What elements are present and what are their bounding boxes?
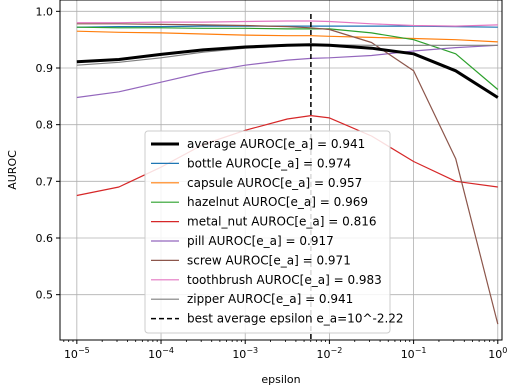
x-tick-label: 10−2 xyxy=(317,346,343,361)
series-line-6 xyxy=(76,23,499,325)
legend-label: capsule AUROC[e_a] = 0.957 xyxy=(187,176,362,190)
x-tick-label: 10−5 xyxy=(64,346,90,361)
x-tick-label: 10−4 xyxy=(148,346,174,361)
series-line-0 xyxy=(76,43,499,99)
series-line-7 xyxy=(76,20,498,27)
x-tick-base: 10 xyxy=(64,348,78,361)
legend-label: bottle AUROC[e_a] = 0.974 xyxy=(187,156,351,170)
y-tick-label: 0.7 xyxy=(36,175,54,188)
legend-label: toothbrush AUROC[e_a] = 0.983 xyxy=(187,273,382,287)
axis-ticks: 10−5 10−4 10−3 10−2 10−1 1000.50.60.70.80.91.… xyxy=(36,5,508,361)
legend-label: pill AUROC[e_a] = 0.917 xyxy=(187,234,334,248)
legend-label: screw AUROC[e_a] = 0.971 xyxy=(187,253,351,267)
x-tick-label: 10−1 xyxy=(401,346,427,361)
y-tick-label: 0.8 xyxy=(36,119,54,132)
legend-label: best average epsilon e_a=10^-2.22 xyxy=(187,312,404,326)
y-tick-label: 1.0 xyxy=(36,5,54,18)
x-tick-exponent: 0 xyxy=(502,346,507,355)
series-line-5 xyxy=(76,44,498,99)
x-tick-label: 100 xyxy=(488,346,507,361)
y-tick-label: 0.9 xyxy=(36,62,54,75)
y-tick-label: 0.6 xyxy=(36,232,54,245)
x-tick-label: 10−3 xyxy=(232,346,258,361)
x-tick-base: 10 xyxy=(232,348,246,361)
x-tick-base: 10 xyxy=(488,348,502,361)
x-tick-exponent: −1 xyxy=(415,346,427,355)
legend-label: zipper AUROC[e_a] = 0.941 xyxy=(187,292,353,306)
x-axis-label: epsilon xyxy=(261,373,300,386)
x-tick-exponent: −3 xyxy=(246,346,258,355)
series-line-3 xyxy=(76,26,499,90)
y-tick-label: 0.5 xyxy=(36,289,54,302)
x-tick-exponent: −5 xyxy=(78,346,90,355)
y-axis-label: AUROC xyxy=(6,150,19,190)
legend-label: metal_nut AUROC[e_a] = 0.816 xyxy=(187,215,377,229)
legend: average AUROC[e_a] = 0.941 bottle AUROC[e… xyxy=(144,130,404,334)
axes-frame xyxy=(59,0,503,341)
x-tick-base: 10 xyxy=(148,348,162,361)
legend-box xyxy=(144,130,391,334)
series-line-2 xyxy=(76,30,498,43)
x-tick-exponent: −2 xyxy=(331,346,343,355)
legend-label: average AUROC[e_a] = 0.941 xyxy=(187,137,365,151)
x-tick-exponent: −4 xyxy=(162,346,174,355)
legend-label: hazelnut AUROC[e_a] = 0.969 xyxy=(187,195,368,209)
x-tick-base: 10 xyxy=(317,348,331,361)
x-tick-base: 10 xyxy=(401,348,415,361)
